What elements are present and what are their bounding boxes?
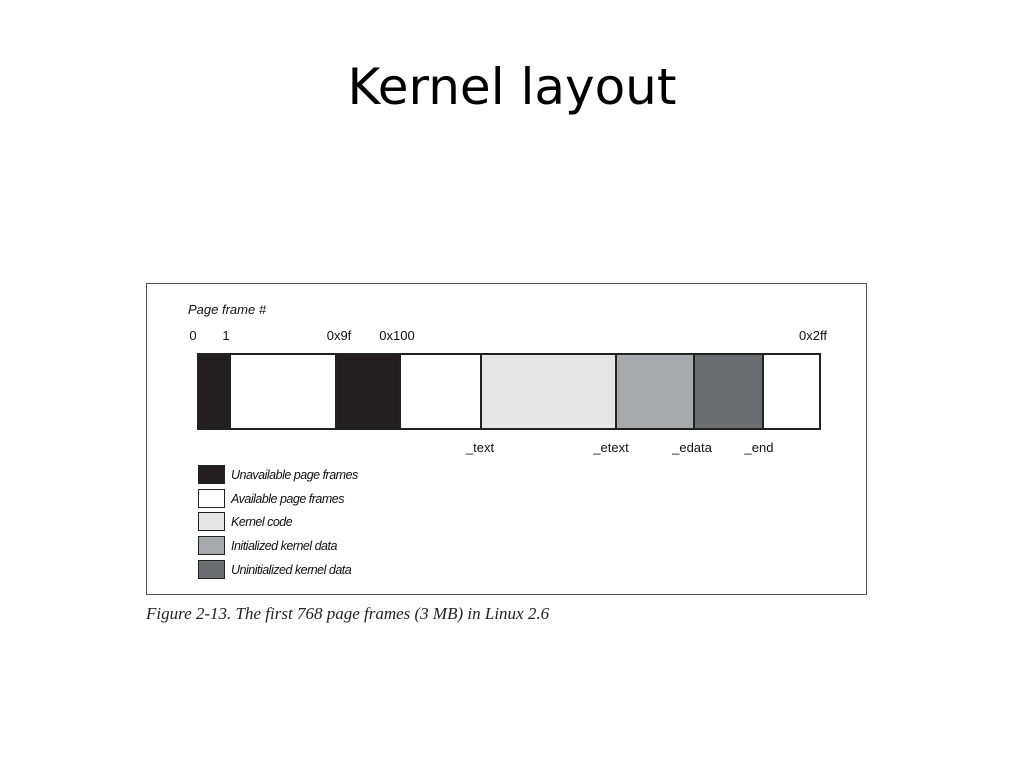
legend-label: Initialized kernel data: [231, 539, 337, 553]
legend-item-uninitialized-data: Uninitialized kernel data: [198, 560, 458, 580]
page-frame-label-1: 1: [222, 328, 230, 343]
slide-title: Kernel layout: [347, 58, 677, 116]
legend-label: Kernel code: [231, 515, 293, 529]
figure-frame: Page frame # 0 1 0x9f 0x100 0x2ff _text …: [146, 283, 867, 595]
symbol-label-text: _text: [465, 440, 495, 455]
legend-swatch: [198, 512, 225, 531]
legend-swatch: [198, 536, 225, 555]
legend-swatch: [198, 560, 225, 579]
page-frame-bar: [197, 353, 821, 430]
symbol-label-etext: _etext: [593, 440, 629, 455]
page-frame-label-0: 0: [189, 328, 197, 343]
segment-initialized-kernel-data: [617, 355, 695, 428]
legend-swatch: [198, 489, 225, 508]
legend-label: Uninitialized kernel data: [231, 563, 352, 577]
legend-swatch: [198, 465, 225, 484]
legend-item-kernel-code: Kernel code: [198, 512, 458, 532]
segment-uninitialized-kernel-data: [695, 355, 764, 428]
symbol-label-end: _end: [744, 440, 774, 455]
legend-item-unavailable: Unavailable page frames: [198, 465, 458, 485]
page-frame-label-0x100: 0x100: [379, 328, 415, 343]
segment-unavailable-low: [199, 355, 231, 428]
page-frame-label-0x2ff: 0x2ff: [799, 328, 827, 343]
segment-available-high: [764, 355, 819, 428]
segment-kernel-code: [482, 355, 617, 428]
legend-label: Unavailable page frames: [231, 468, 358, 482]
legend-item-available: Available page frames: [198, 489, 458, 509]
figure-caption: Figure 2-13. The first 768 page frames (…: [146, 604, 550, 623]
page-frame-axis-label: Page frame #: [188, 302, 267, 317]
segment-unavailable-bios: [337, 355, 401, 428]
page-frame-label-0x9f: 0x9f: [326, 328, 352, 343]
segment-available-low: [231, 355, 337, 428]
symbol-label-edata: _edata: [672, 440, 712, 455]
legend-label: Available page frames: [231, 492, 344, 506]
segment-available-mid: [401, 355, 482, 428]
legend-item-initialized-data: Initialized kernel data: [198, 536, 458, 556]
